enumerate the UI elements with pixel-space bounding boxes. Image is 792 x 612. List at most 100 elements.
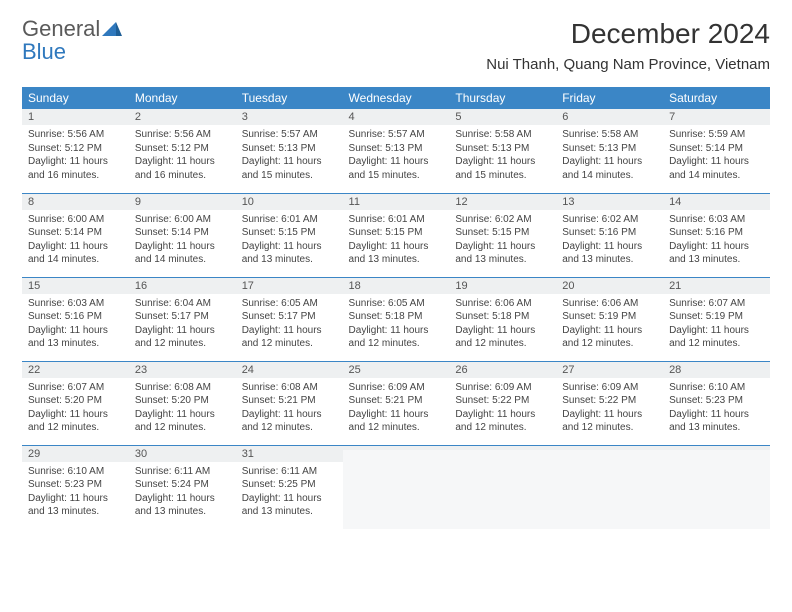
sunset-line: Sunset: 5:13 PM bbox=[242, 142, 337, 156]
daylight-line: Daylight: 11 hours and 14 minutes. bbox=[28, 240, 123, 267]
day-details: Sunrise: 5:56 AMSunset: 5:12 PMDaylight:… bbox=[22, 125, 129, 188]
day-details: Sunrise: 6:08 AMSunset: 5:20 PMDaylight:… bbox=[129, 378, 236, 441]
sunrise-line: Sunrise: 5:57 AM bbox=[349, 128, 444, 142]
weekday-header: Wednesday bbox=[343, 87, 450, 109]
calendar-empty-cell bbox=[663, 445, 770, 529]
daylight-line: Daylight: 11 hours and 13 minutes. bbox=[28, 324, 123, 351]
calendar-day-cell: 14Sunrise: 6:03 AMSunset: 5:16 PMDayligh… bbox=[663, 193, 770, 277]
sunrise-line: Sunrise: 6:05 AM bbox=[242, 297, 337, 311]
day-number: 9 bbox=[129, 194, 236, 210]
daylight-line: Daylight: 11 hours and 13 minutes. bbox=[669, 408, 764, 435]
sunrise-line: Sunrise: 6:07 AM bbox=[669, 297, 764, 311]
day-details: Sunrise: 6:01 AMSunset: 5:15 PMDaylight:… bbox=[343, 210, 450, 273]
sunrise-line: Sunrise: 6:03 AM bbox=[669, 213, 764, 227]
weekday-header: Friday bbox=[556, 87, 663, 109]
daylight-line: Daylight: 11 hours and 12 minutes. bbox=[242, 324, 337, 351]
sunset-line: Sunset: 5:17 PM bbox=[242, 310, 337, 324]
sunset-line: Sunset: 5:20 PM bbox=[28, 394, 123, 408]
calendar-week-row: 1Sunrise: 5:56 AMSunset: 5:12 PMDaylight… bbox=[22, 109, 770, 193]
sunset-line: Sunset: 5:15 PM bbox=[349, 226, 444, 240]
day-number: 17 bbox=[236, 278, 343, 294]
day-number: 14 bbox=[663, 194, 770, 210]
calendar-week-row: 29Sunrise: 6:10 AMSunset: 5:23 PMDayligh… bbox=[22, 445, 770, 529]
day-number: 20 bbox=[556, 278, 663, 294]
day-number: 23 bbox=[129, 362, 236, 378]
day-details: Sunrise: 6:05 AMSunset: 5:18 PMDaylight:… bbox=[343, 294, 450, 357]
calendar-day-cell: 25Sunrise: 6:09 AMSunset: 5:21 PMDayligh… bbox=[343, 361, 450, 445]
day-details: Sunrise: 6:03 AMSunset: 5:16 PMDaylight:… bbox=[663, 210, 770, 273]
calendar-day-cell: 3Sunrise: 5:57 AMSunset: 5:13 PMDaylight… bbox=[236, 109, 343, 193]
calendar-day-cell: 10Sunrise: 6:01 AMSunset: 5:15 PMDayligh… bbox=[236, 193, 343, 277]
weekday-header: Sunday bbox=[22, 87, 129, 109]
day-details: Sunrise: 6:11 AMSunset: 5:25 PMDaylight:… bbox=[236, 462, 343, 525]
day-details: Sunrise: 5:58 AMSunset: 5:13 PMDaylight:… bbox=[449, 125, 556, 188]
daylight-line: Daylight: 11 hours and 15 minutes. bbox=[455, 155, 550, 182]
sunrise-line: Sunrise: 6:09 AM bbox=[455, 381, 550, 395]
daylight-line: Daylight: 11 hours and 15 minutes. bbox=[242, 155, 337, 182]
sunrise-line: Sunrise: 6:02 AM bbox=[562, 213, 657, 227]
day-number: 6 bbox=[556, 109, 663, 125]
day-details: Sunrise: 5:59 AMSunset: 5:14 PMDaylight:… bbox=[663, 125, 770, 188]
daylight-line: Daylight: 11 hours and 16 minutes. bbox=[28, 155, 123, 182]
day-details: Sunrise: 5:56 AMSunset: 5:12 PMDaylight:… bbox=[129, 125, 236, 188]
day-number: 27 bbox=[556, 362, 663, 378]
day-number: 3 bbox=[236, 109, 343, 125]
daylight-line: Daylight: 11 hours and 13 minutes. bbox=[562, 240, 657, 267]
day-number: 28 bbox=[663, 362, 770, 378]
calendar-day-cell: 27Sunrise: 6:09 AMSunset: 5:22 PMDayligh… bbox=[556, 361, 663, 445]
sunset-line: Sunset: 5:19 PM bbox=[562, 310, 657, 324]
day-number: 30 bbox=[129, 446, 236, 462]
day-details bbox=[343, 450, 450, 459]
sunrise-line: Sunrise: 6:06 AM bbox=[455, 297, 550, 311]
day-details: Sunrise: 6:09 AMSunset: 5:22 PMDaylight:… bbox=[556, 378, 663, 441]
sunrise-line: Sunrise: 5:56 AM bbox=[135, 128, 230, 142]
sunset-line: Sunset: 5:23 PM bbox=[669, 394, 764, 408]
month-title: December 2024 bbox=[486, 18, 770, 50]
sunrise-line: Sunrise: 6:01 AM bbox=[349, 213, 444, 227]
daylight-line: Daylight: 11 hours and 12 minutes. bbox=[455, 324, 550, 351]
daylight-line: Daylight: 11 hours and 12 minutes. bbox=[135, 408, 230, 435]
calendar-day-cell: 4Sunrise: 5:57 AMSunset: 5:13 PMDaylight… bbox=[343, 109, 450, 193]
sunset-line: Sunset: 5:19 PM bbox=[669, 310, 764, 324]
daylight-line: Daylight: 11 hours and 12 minutes. bbox=[242, 408, 337, 435]
calendar-day-cell: 23Sunrise: 6:08 AMSunset: 5:20 PMDayligh… bbox=[129, 361, 236, 445]
sunrise-line: Sunrise: 6:01 AM bbox=[242, 213, 337, 227]
sunrise-line: Sunrise: 6:07 AM bbox=[28, 381, 123, 395]
daylight-line: Daylight: 11 hours and 12 minutes. bbox=[28, 408, 123, 435]
day-number: 12 bbox=[449, 194, 556, 210]
calendar-day-cell: 22Sunrise: 6:07 AMSunset: 5:20 PMDayligh… bbox=[22, 361, 129, 445]
day-details: Sunrise: 6:05 AMSunset: 5:17 PMDaylight:… bbox=[236, 294, 343, 357]
day-details: Sunrise: 6:06 AMSunset: 5:19 PMDaylight:… bbox=[556, 294, 663, 357]
calendar-empty-cell bbox=[556, 445, 663, 529]
day-number: 24 bbox=[236, 362, 343, 378]
sunset-line: Sunset: 5:14 PM bbox=[28, 226, 123, 240]
weekday-header: Monday bbox=[129, 87, 236, 109]
daylight-line: Daylight: 11 hours and 15 minutes. bbox=[349, 155, 444, 182]
sunset-line: Sunset: 5:12 PM bbox=[28, 142, 123, 156]
sunrise-line: Sunrise: 6:03 AM bbox=[28, 297, 123, 311]
sunset-line: Sunset: 5:22 PM bbox=[562, 394, 657, 408]
sunrise-line: Sunrise: 6:10 AM bbox=[669, 381, 764, 395]
sunrise-line: Sunrise: 5:59 AM bbox=[669, 128, 764, 142]
day-details: Sunrise: 6:08 AMSunset: 5:21 PMDaylight:… bbox=[236, 378, 343, 441]
day-details: Sunrise: 5:58 AMSunset: 5:13 PMDaylight:… bbox=[556, 125, 663, 188]
sunrise-line: Sunrise: 5:58 AM bbox=[455, 128, 550, 142]
daylight-line: Daylight: 11 hours and 12 minutes. bbox=[349, 408, 444, 435]
calendar-day-cell: 31Sunrise: 6:11 AMSunset: 5:25 PMDayligh… bbox=[236, 445, 343, 529]
daylight-line: Daylight: 11 hours and 12 minutes. bbox=[349, 324, 444, 351]
day-details: Sunrise: 5:57 AMSunset: 5:13 PMDaylight:… bbox=[236, 125, 343, 188]
sunset-line: Sunset: 5:21 PM bbox=[349, 394, 444, 408]
day-number: 16 bbox=[129, 278, 236, 294]
daylight-line: Daylight: 11 hours and 13 minutes. bbox=[349, 240, 444, 267]
calendar-day-cell: 20Sunrise: 6:06 AMSunset: 5:19 PMDayligh… bbox=[556, 277, 663, 361]
brand-sail-icon bbox=[102, 20, 122, 41]
sunrise-line: Sunrise: 6:10 AM bbox=[28, 465, 123, 479]
sunset-line: Sunset: 5:16 PM bbox=[562, 226, 657, 240]
sunset-line: Sunset: 5:16 PM bbox=[28, 310, 123, 324]
day-number: 2 bbox=[129, 109, 236, 125]
day-details: Sunrise: 5:57 AMSunset: 5:13 PMDaylight:… bbox=[343, 125, 450, 188]
sunset-line: Sunset: 5:21 PM bbox=[242, 394, 337, 408]
calendar-day-cell: 29Sunrise: 6:10 AMSunset: 5:23 PMDayligh… bbox=[22, 445, 129, 529]
sunrise-line: Sunrise: 5:57 AM bbox=[242, 128, 337, 142]
calendar-day-cell: 21Sunrise: 6:07 AMSunset: 5:19 PMDayligh… bbox=[663, 277, 770, 361]
